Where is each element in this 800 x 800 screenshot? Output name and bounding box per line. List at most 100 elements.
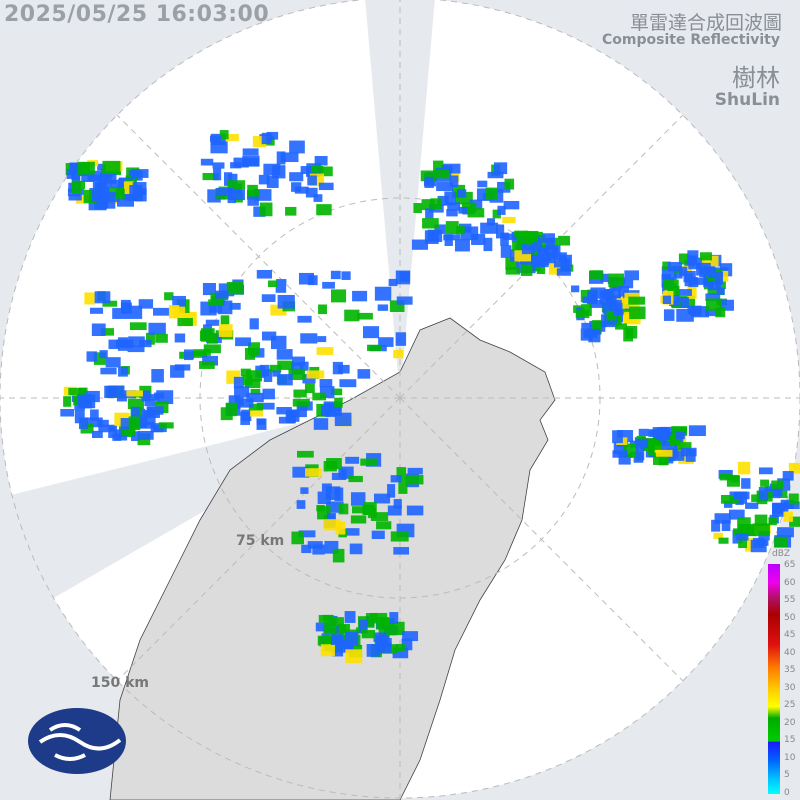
- echo-cell: [261, 331, 277, 341]
- echo-cell: [267, 280, 278, 288]
- echo-cell: [332, 361, 343, 375]
- echo-cell: [393, 547, 410, 555]
- echo-cell: [523, 258, 540, 265]
- echo-cell: [300, 487, 309, 494]
- echo-cell: [246, 392, 264, 403]
- echo-cell: [285, 411, 296, 424]
- echo-cell: [558, 252, 567, 263]
- echo-cell: [752, 537, 765, 548]
- echo-cell: [100, 367, 117, 375]
- echo-cell: [548, 261, 561, 275]
- echo-cell: [618, 453, 631, 465]
- echo-cell: [216, 187, 234, 197]
- legend-unit: dBZ: [772, 549, 791, 559]
- echo-cell: [242, 155, 260, 167]
- echo-cell: [421, 199, 435, 211]
- echo-cell: [99, 172, 117, 184]
- echo-cell: [298, 272, 315, 285]
- echo-cell: [259, 202, 273, 217]
- echo-cell: [388, 278, 398, 287]
- echo-cell: [777, 527, 794, 538]
- echo-cell: [345, 649, 363, 664]
- echo-cell: [437, 195, 449, 206]
- echo-cell: [263, 163, 281, 176]
- echo-cell: [733, 491, 750, 500]
- echo-cell: [765, 486, 783, 497]
- echo-cell: [208, 299, 223, 306]
- echo-cell: [657, 437, 668, 444]
- echo-cell: [121, 189, 132, 199]
- echo-cell: [248, 403, 263, 411]
- echo-cell: [330, 270, 341, 280]
- echo-cell: [628, 296, 646, 305]
- echo-cell: [71, 180, 82, 194]
- echo-cell: [144, 398, 156, 407]
- echo-cell: [324, 621, 337, 635]
- echo-cell: [350, 492, 366, 506]
- echo-cell: [170, 365, 185, 378]
- echo-cell: [700, 252, 712, 261]
- echo-cell: [246, 190, 260, 200]
- echo-cell: [322, 281, 335, 289]
- echo-cell: [706, 298, 722, 311]
- echo-cell: [134, 188, 147, 202]
- echo-cell: [783, 511, 793, 522]
- echo-cell: [612, 430, 623, 444]
- legend-tick: 15: [784, 735, 796, 745]
- echo-cell: [202, 355, 219, 366]
- echo-cell: [603, 289, 621, 299]
- echo-cell: [370, 512, 389, 521]
- echo-cell: [343, 644, 354, 653]
- echo-cell: [581, 304, 592, 316]
- echo-cell: [485, 187, 498, 200]
- echo-cell: [758, 467, 773, 475]
- echo-cell: [684, 273, 693, 287]
- echo-cell: [126, 390, 143, 397]
- echo-cell: [613, 442, 627, 454]
- echo-cell: [405, 474, 424, 485]
- echo-cell: [131, 169, 149, 178]
- echo-cell: [174, 333, 186, 343]
- echo-cell: [104, 191, 120, 202]
- echo-cell: [291, 531, 304, 545]
- echo-cell: [752, 523, 770, 537]
- echo-cell: [203, 344, 221, 354]
- echo-cell: [91, 430, 103, 439]
- echo-cell: [276, 279, 287, 286]
- echo-cell: [350, 515, 367, 524]
- echo-cell: [153, 307, 170, 316]
- echo-cell: [102, 300, 118, 307]
- echo-cell: [60, 408, 75, 417]
- echo-cell: [678, 253, 689, 265]
- echo-cell: [674, 442, 692, 451]
- echo-cell: [711, 519, 721, 532]
- echo-cell: [358, 619, 368, 633]
- legend-tick: 5: [784, 770, 790, 780]
- echo-cell: [212, 162, 225, 169]
- echo-cell: [378, 337, 394, 347]
- echo-cell: [77, 161, 95, 175]
- echo-cell: [687, 250, 699, 259]
- echo-cell: [292, 398, 310, 407]
- echo-cell: [760, 479, 770, 487]
- echo-cell: [131, 431, 141, 442]
- echo-cell: [396, 296, 413, 305]
- echo-cell: [256, 402, 275, 410]
- echo-cell: [376, 521, 392, 530]
- echo-cell: [316, 347, 334, 355]
- echo-cell: [789, 516, 800, 527]
- echo-cell: [367, 344, 381, 352]
- echo-cell: [110, 179, 121, 189]
- echo-cell: [183, 349, 194, 361]
- echo-cell: [648, 441, 663, 450]
- echo-cell: [669, 450, 685, 461]
- echo-cell: [705, 293, 721, 301]
- station-name-zh: 樹林: [732, 64, 780, 92]
- echo-cell: [716, 287, 725, 295]
- echo-cell: [120, 418, 133, 430]
- echo-cell: [285, 206, 297, 216]
- echo-cell: [326, 458, 342, 470]
- echo-cell: [123, 181, 135, 195]
- azimuth-line: [116, 114, 401, 399]
- echo-cell: [718, 537, 729, 544]
